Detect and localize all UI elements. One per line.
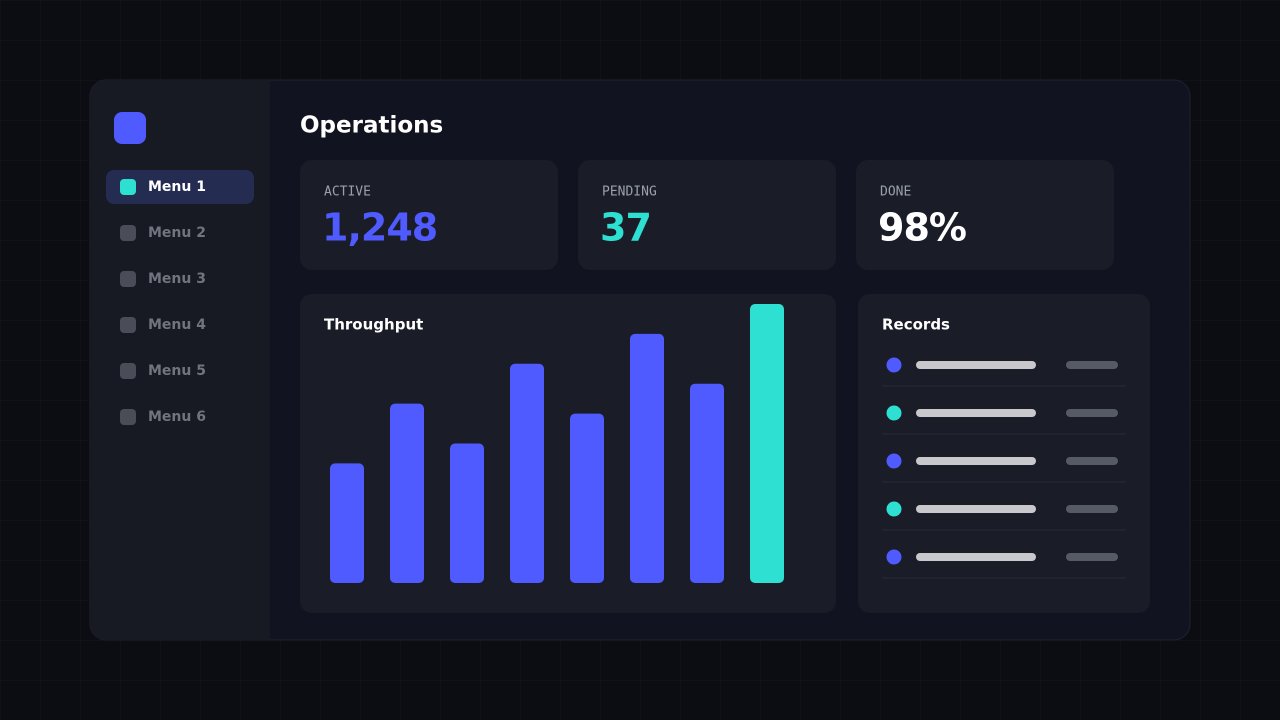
menu-icon [120,317,136,333]
bar [330,463,364,583]
bar [570,413,604,583]
page-title: Operations [300,113,443,139]
stat-label: ACTIVE [324,185,371,200]
menu-label: Menu 6 [148,409,206,425]
menu-item[interactable]: Menu 3 [120,271,206,287]
menu-icon [120,271,136,287]
stat-label: PENDING [602,185,657,200]
bar [510,363,544,583]
menu-label: Menu 3 [148,271,206,287]
record-meta [1066,553,1118,561]
records-title: Records [882,316,950,334]
menu-item[interactable]: Menu 4 [120,317,206,333]
menu-icon [120,179,136,195]
record-meta [1066,505,1118,513]
bar [390,403,424,583]
bar [630,333,664,583]
record-meta [1066,409,1118,417]
stat-card [578,160,836,270]
menu-item[interactable]: Menu 6 [120,409,206,425]
menu-label: Menu 5 [148,363,206,379]
stat-label: DONE [880,185,911,200]
records-card [858,294,1150,613]
record-dot [886,453,902,469]
menu-label: Menu 2 [148,225,206,241]
record-meta [1066,361,1118,369]
record-line [916,409,1036,417]
menu-item[interactable]: Menu 2 [120,225,206,241]
menu-icon [120,225,136,241]
stat-card [300,160,558,270]
stat-card [856,160,1114,270]
bar [450,443,484,583]
logo [114,112,146,144]
record-dot [886,501,902,517]
bar [750,304,784,583]
record-dot [886,357,902,373]
menu-highlight [106,170,254,204]
menu-item[interactable]: Menu 1 [106,170,254,204]
menu-icon [120,363,136,379]
stat-value: 98% [878,206,966,250]
sidebar [90,80,270,640]
record-dot [886,549,902,565]
menu-icon [120,409,136,425]
record-line [916,361,1036,369]
bar [690,383,724,583]
menu-label: Menu 1 [148,179,206,195]
chart-title: Throughput [324,316,423,334]
record-line [916,553,1036,561]
record-meta [1066,457,1118,465]
record-dot [886,405,902,421]
stat-value: 1,248 [322,206,437,250]
record-line [916,457,1036,465]
menu-item[interactable]: Menu 5 [120,363,206,379]
stat-value: 37 [600,206,651,250]
menu-label: Menu 4 [148,317,206,333]
record-line [916,505,1036,513]
